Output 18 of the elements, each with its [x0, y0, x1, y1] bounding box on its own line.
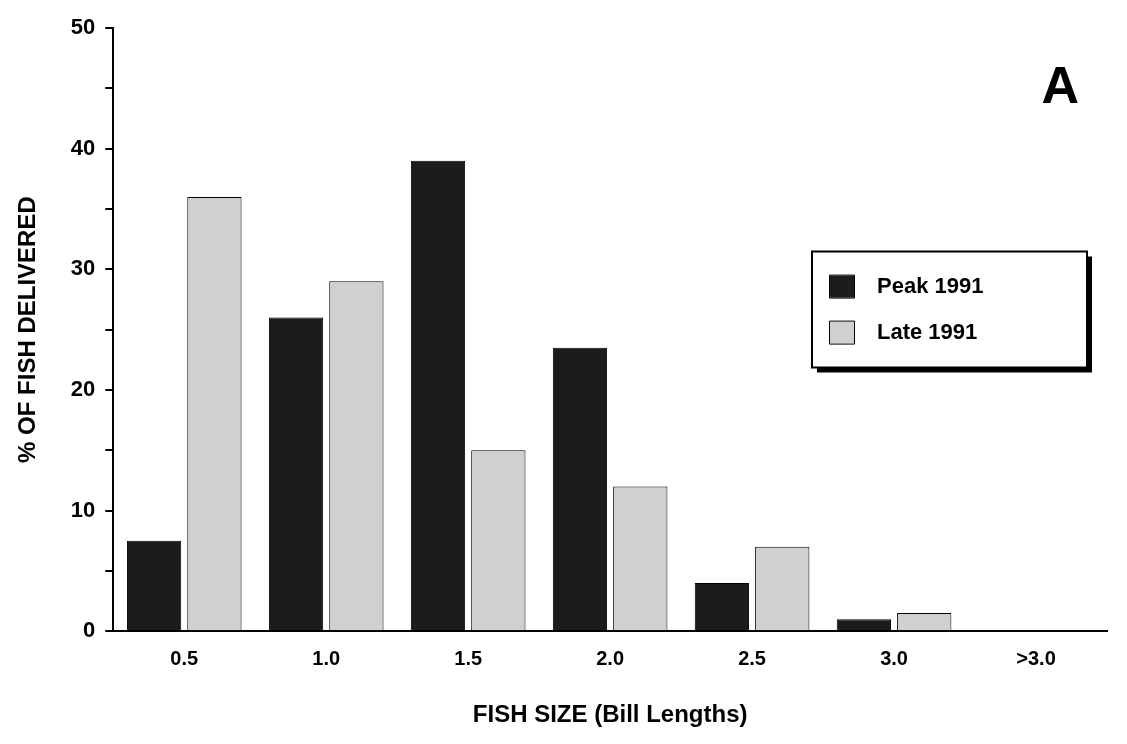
x-tick-label: 1.0 — [312, 646, 341, 669]
y-tick-label: 50 — [70, 14, 96, 40]
y-tick-label: 30 — [70, 255, 96, 281]
x-tick-label: >3.0 — [1016, 646, 1056, 669]
y-tick-label: 10 — [70, 496, 96, 522]
x-tick-label: 0.5 — [170, 646, 199, 669]
annotation: A — [1041, 56, 1079, 115]
x-tick-label: 2.0 — [596, 646, 625, 669]
y-tick-label: 0 — [83, 617, 96, 643]
y-axis-title: % OF FISH DELIVERED — [13, 196, 41, 463]
x-tick-label: 3.0 — [880, 646, 908, 669]
x-tick-label: 1.5 — [454, 646, 483, 669]
x-axis-title: FISH SIZE (Bill Lengths) — [472, 700, 748, 728]
legend-label: Peak 1991 — [877, 272, 984, 298]
legend-label: Late 1991 — [877, 318, 978, 344]
y-tick-label: 20 — [70, 375, 96, 401]
x-tick-label: 2.5 — [738, 646, 766, 669]
y-tick-label: 40 — [70, 134, 96, 160]
